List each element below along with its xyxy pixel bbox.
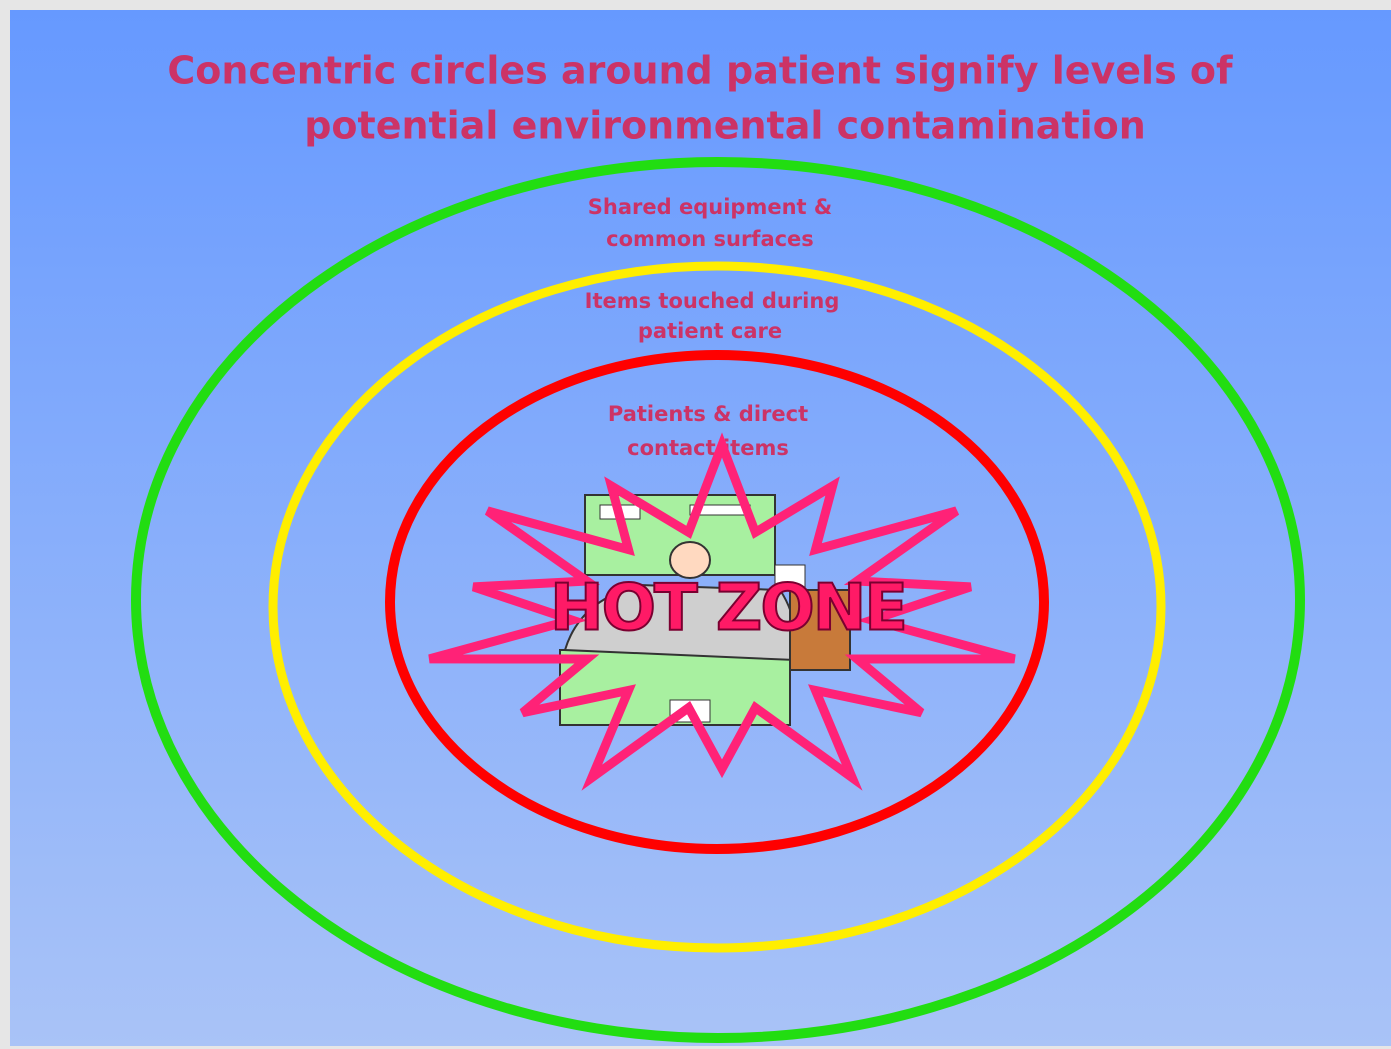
zone-label: Shared equipment & [588,195,832,219]
zone-label: patient care [638,319,782,343]
zone-label: contact items [627,436,789,460]
title-line: Concentric circles around patient signif… [167,49,1233,93]
hot-zone-label: HOT ZONE [550,572,906,646]
zone-label: common surfaces [606,227,814,251]
zone-label: Patients & direct [608,402,808,426]
title-line: potential environmental contamination [304,104,1146,148]
page: Concentric circles around patient signif… [0,0,1391,1049]
slide: Concentric circles around patient signif… [0,0,1391,1049]
zone-label: Items touched during [585,289,840,313]
